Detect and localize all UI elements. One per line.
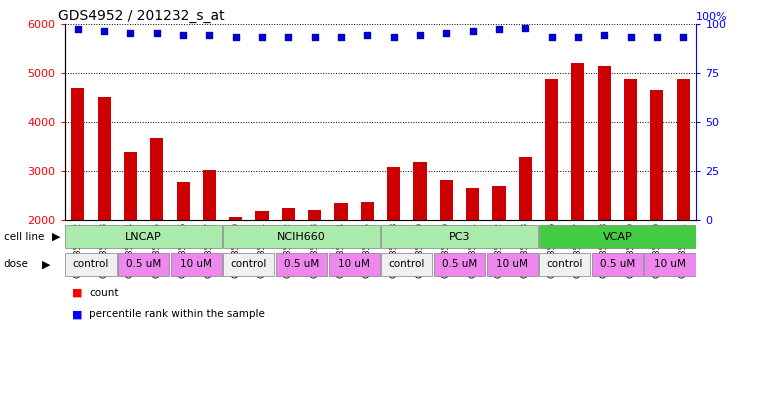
Point: [256, 34, 268, 40]
Text: ▶: ▶: [52, 232, 60, 242]
Point: [598, 32, 610, 39]
Text: LNCAP: LNCAP: [126, 232, 162, 242]
Text: ▶: ▶: [42, 259, 50, 269]
Bar: [72, 88, 84, 318]
Bar: [413, 162, 427, 318]
Bar: [572, 63, 584, 318]
Text: PC3: PC3: [449, 232, 470, 242]
Point: [466, 28, 479, 35]
Bar: [545, 79, 558, 318]
Text: ■: ■: [72, 309, 83, 320]
Text: control: control: [389, 259, 425, 269]
Text: control: control: [73, 259, 109, 269]
Bar: [65, 253, 116, 276]
Bar: [645, 253, 696, 276]
Point: [98, 28, 110, 35]
Text: 0.5 uM: 0.5 uM: [442, 259, 477, 269]
Point: [177, 32, 189, 39]
Bar: [492, 185, 505, 318]
Bar: [466, 188, 479, 318]
Bar: [440, 180, 453, 318]
Point: [651, 34, 663, 40]
Bar: [519, 157, 532, 318]
Bar: [229, 217, 242, 318]
Bar: [276, 253, 327, 276]
Point: [493, 26, 505, 33]
Point: [282, 34, 295, 40]
Bar: [486, 253, 537, 276]
Point: [230, 34, 242, 40]
Point: [677, 34, 689, 40]
Point: [309, 34, 321, 40]
Text: NCIH660: NCIH660: [277, 232, 326, 242]
Point: [124, 30, 136, 37]
Point: [572, 34, 584, 40]
Text: 100%: 100%: [696, 12, 728, 22]
Text: ■: ■: [72, 288, 83, 298]
Bar: [434, 253, 485, 276]
Point: [414, 32, 426, 39]
Point: [546, 34, 558, 40]
Point: [72, 26, 84, 33]
Bar: [177, 182, 189, 318]
Bar: [540, 253, 591, 276]
Bar: [387, 167, 400, 318]
Text: 0.5 uM: 0.5 uM: [284, 259, 319, 269]
Text: 10 uM: 10 uM: [654, 259, 686, 269]
Bar: [381, 253, 432, 276]
Text: GDS4952 / 201232_s_at: GDS4952 / 201232_s_at: [59, 9, 225, 22]
Text: 10 uM: 10 uM: [180, 259, 212, 269]
Bar: [592, 253, 643, 276]
Point: [387, 34, 400, 40]
Bar: [308, 210, 321, 318]
Text: control: control: [546, 259, 583, 269]
Point: [440, 30, 452, 37]
Bar: [224, 225, 380, 248]
Bar: [170, 253, 221, 276]
Point: [625, 34, 637, 40]
Text: 10 uM: 10 uM: [496, 259, 528, 269]
Bar: [118, 253, 169, 276]
Bar: [381, 225, 537, 248]
Text: count: count: [89, 288, 119, 298]
Bar: [329, 253, 380, 276]
Text: 0.5 uM: 0.5 uM: [126, 259, 161, 269]
Text: 0.5 uM: 0.5 uM: [600, 259, 635, 269]
Bar: [597, 66, 611, 318]
Point: [335, 34, 347, 40]
Bar: [150, 138, 164, 318]
Bar: [203, 171, 216, 318]
Point: [519, 24, 531, 31]
Bar: [334, 204, 348, 318]
Bar: [677, 79, 689, 318]
Point: [361, 32, 374, 39]
Bar: [361, 202, 374, 318]
Bar: [624, 79, 637, 318]
Bar: [97, 97, 111, 318]
Point: [151, 30, 163, 37]
Point: [203, 32, 215, 39]
Bar: [65, 225, 221, 248]
Text: 10 uM: 10 uM: [338, 259, 370, 269]
Bar: [282, 208, 295, 318]
Bar: [540, 225, 696, 248]
Bar: [650, 90, 664, 318]
Text: control: control: [231, 259, 267, 269]
Text: VCAP: VCAP: [603, 232, 632, 242]
Bar: [124, 152, 137, 318]
Text: percentile rank within the sample: percentile rank within the sample: [89, 309, 265, 320]
Bar: [256, 211, 269, 318]
Text: dose: dose: [4, 259, 29, 269]
Bar: [224, 253, 275, 276]
Text: cell line: cell line: [4, 232, 44, 242]
